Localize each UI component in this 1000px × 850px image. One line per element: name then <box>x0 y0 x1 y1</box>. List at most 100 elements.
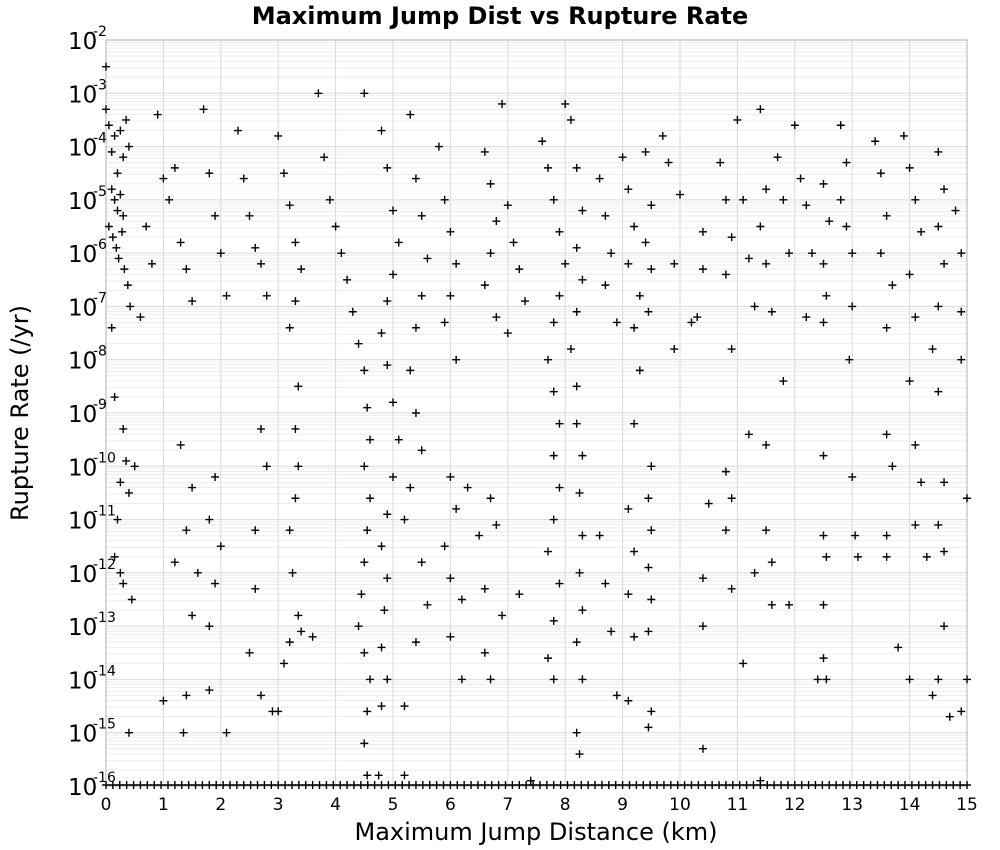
data-point <box>578 606 587 615</box>
data-point <box>113 515 122 524</box>
data-point <box>503 329 512 338</box>
data-point-floor <box>894 781 903 789</box>
data-point <box>400 702 409 711</box>
data-point-floor <box>239 781 248 789</box>
data-point <box>647 707 656 716</box>
data-point <box>698 574 707 583</box>
data-point <box>607 627 616 636</box>
data-point <box>417 211 426 220</box>
data-point <box>762 259 771 268</box>
data-point <box>802 313 811 322</box>
data-point-floor <box>625 781 634 789</box>
data-point <box>882 211 891 220</box>
data-point <box>836 195 845 204</box>
data-point <box>917 227 926 236</box>
data-point-floor <box>473 781 482 789</box>
data-point <box>647 462 656 471</box>
data-point-floor <box>308 781 317 789</box>
data-point <box>555 419 564 428</box>
data-point <box>343 275 352 284</box>
data-point <box>526 776 535 785</box>
data-point <box>113 206 122 215</box>
data-point <box>779 195 788 204</box>
data-point <box>297 265 306 274</box>
data-point <box>888 462 897 471</box>
data-point <box>492 313 501 322</box>
data-point-floor <box>914 781 923 789</box>
data-point-floor <box>790 781 799 789</box>
data-point <box>555 291 564 300</box>
data-point <box>383 297 392 306</box>
data-point <box>279 659 288 668</box>
data-point <box>110 552 119 561</box>
data-point <box>126 302 135 311</box>
data-point <box>377 702 386 711</box>
data-point <box>543 163 552 172</box>
x-axis-label: Maximum Jump Distance (km) <box>355 818 718 846</box>
data-point-floor <box>832 781 841 789</box>
data-point <box>205 686 214 695</box>
data-point-floor <box>136 781 145 789</box>
data-point-floor <box>728 781 737 789</box>
data-point <box>291 238 300 247</box>
data-point <box>963 675 971 684</box>
data-point-floor <box>804 781 813 789</box>
data-point <box>234 126 243 135</box>
data-point <box>374 771 383 780</box>
data-point-floor <box>542 781 551 789</box>
data-point <box>279 169 288 178</box>
data-point <box>630 419 639 428</box>
data-point-floor <box>529 781 538 789</box>
data-point <box>285 201 294 210</box>
data-point-floor <box>956 781 965 789</box>
y-tick-base: 10 <box>68 615 97 641</box>
data-point <box>721 526 730 535</box>
data-point <box>348 307 357 316</box>
data-point <box>159 696 168 705</box>
grid <box>105 39 968 787</box>
data-point-floor <box>212 781 221 789</box>
data-point <box>848 472 857 481</box>
data-point-floor <box>363 781 372 789</box>
data-point <box>205 515 214 524</box>
data-point <box>377 126 386 135</box>
data-point-floor <box>921 781 930 789</box>
data-point-floor <box>928 781 937 789</box>
data-point <box>417 291 426 300</box>
data-point-floor <box>701 781 710 789</box>
data-point <box>940 547 949 556</box>
data-point-floor <box>487 781 496 789</box>
data-point <box>383 574 392 583</box>
data-point <box>245 648 254 657</box>
data-point-floor <box>425 781 434 789</box>
x-axis-ticks: 0 1 2 3 4 5 6 7 8 9 10 11 12 13 14 15 <box>101 795 978 815</box>
y-tick-label: 10-11 <box>68 504 116 535</box>
y-tick-label: 10-4 <box>68 131 107 162</box>
data-point-floor <box>770 781 779 789</box>
data-point <box>704 499 713 508</box>
data-point-floor <box>563 781 572 789</box>
data-point <box>285 638 294 647</box>
x-tick-label: 2 <box>215 795 226 815</box>
data-point <box>566 115 575 124</box>
data-point <box>572 382 581 391</box>
data-point-floor <box>825 781 834 789</box>
data-point <box>555 579 564 588</box>
data-point <box>104 121 113 130</box>
data-point <box>486 494 495 503</box>
data-point <box>575 750 584 759</box>
data-point <box>114 254 123 263</box>
data-point <box>446 227 455 236</box>
data-point-floor <box>432 781 441 789</box>
data-point <box>767 600 776 609</box>
scatter-points <box>102 62 971 789</box>
data-point <box>360 739 369 748</box>
data-point-floor <box>763 781 772 789</box>
data-point <box>727 345 736 354</box>
data-point-floor <box>115 781 124 789</box>
y-tick-label: 10-12 <box>68 557 116 588</box>
data-point <box>486 675 495 684</box>
data-point <box>457 595 466 604</box>
data-point <box>917 478 926 487</box>
data-point <box>122 115 131 124</box>
